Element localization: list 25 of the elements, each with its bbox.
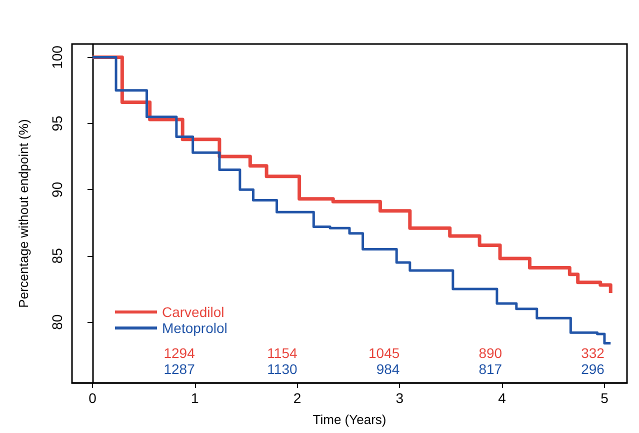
- x-tick-label: 4: [498, 390, 506, 406]
- annotation: 1130: [267, 361, 298, 377]
- y-tick-label: 80: [49, 314, 65, 330]
- x-tick-label: 2: [293, 390, 302, 406]
- legend-label: Metoprolol: [162, 320, 228, 336]
- y-tick-label: 90: [49, 182, 65, 198]
- x-tick-label: 1: [190, 390, 199, 406]
- annotation: 296: [581, 361, 605, 377]
- annotation: 332: [581, 345, 605, 361]
- x-tick-label: 0: [88, 390, 97, 406]
- y-axis-title: Percentage without endpoint (%): [16, 119, 31, 308]
- x-tick-label: 5: [600, 390, 609, 406]
- y-tick-label: 85: [49, 248, 65, 264]
- annotation: 890: [478, 345, 502, 361]
- y-tick-label: 100: [49, 45, 65, 69]
- annotation: 817: [478, 361, 502, 377]
- y-tick-label: 95: [49, 115, 65, 132]
- x-tick-label: 3: [396, 390, 404, 406]
- x-axis-title: Time (Years): [312, 412, 386, 427]
- annotation: 1294: [164, 345, 196, 361]
- annotation: 1287: [164, 361, 196, 377]
- legend-label: Carvedilol: [162, 304, 224, 320]
- annotation: 1045: [368, 345, 400, 361]
- annotation: 984: [376, 361, 400, 377]
- annotation: 1154: [267, 345, 298, 361]
